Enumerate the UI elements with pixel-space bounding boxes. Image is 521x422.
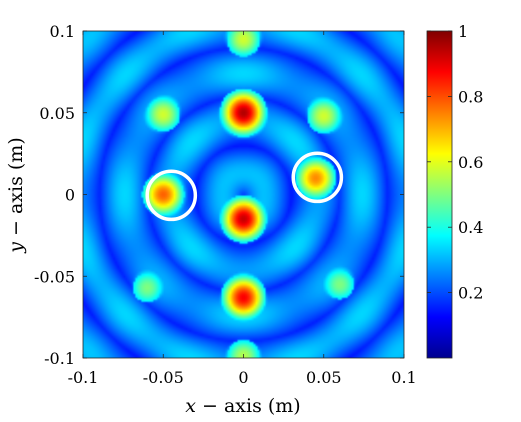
x-tick-label: -0.05: [143, 368, 184, 387]
y-tick-label: -0.1: [44, 349, 75, 368]
colorbar: 0.2 0.4 0.6 0.8 1: [426, 22, 483, 359]
y-axis-label-rest: − axis (m): [5, 137, 27, 242]
highlight-circle: [291, 151, 344, 204]
highlight-circle: [145, 169, 198, 222]
y-tick-label: -0.05: [34, 267, 75, 286]
colorbar-tick-label: 0.6: [458, 153, 483, 172]
heatmap-field: [83, 31, 404, 358]
y-tick-label: 0.05: [39, 104, 75, 123]
y-axis-ticks: -0.1 -0.05 0 0.05 0.1: [34, 22, 404, 368]
colorbar-tick-label: 1: [458, 22, 468, 41]
x-tick-label: -0.1: [68, 368, 99, 387]
x-tick-label: 0.05: [306, 368, 342, 387]
colorbar-tick-label: 0.2: [458, 284, 483, 303]
annotation-layer: [145, 151, 344, 222]
y-tick-label: 0: [65, 186, 75, 205]
y-tick-label: 0.1: [50, 22, 75, 41]
x-axis-label: x − axis (m): [185, 395, 300, 417]
colorbar-frame: [426, 30, 453, 359]
x-tick-label: 0: [238, 368, 248, 387]
x-axis-label-rest: − axis (m): [196, 395, 301, 417]
plot-area: [83, 31, 404, 358]
x-tick-label: 0.1: [391, 368, 416, 387]
x-axis-ticks: -0.1 -0.05 0 0.05 0.1: [68, 31, 417, 387]
x-axis-label-var: x: [185, 395, 196, 417]
colorbar-tick-label: 0.4: [458, 218, 483, 237]
y-axis-label-var: y: [5, 242, 27, 254]
colorbar-tick-label: 0.8: [458, 87, 483, 106]
y-axis-label: y − axis (m): [5, 137, 27, 254]
colorbar-gradient: [427, 31, 452, 358]
colorbar-ticks: 0.2 0.4 0.6 0.8 1: [427, 22, 483, 303]
